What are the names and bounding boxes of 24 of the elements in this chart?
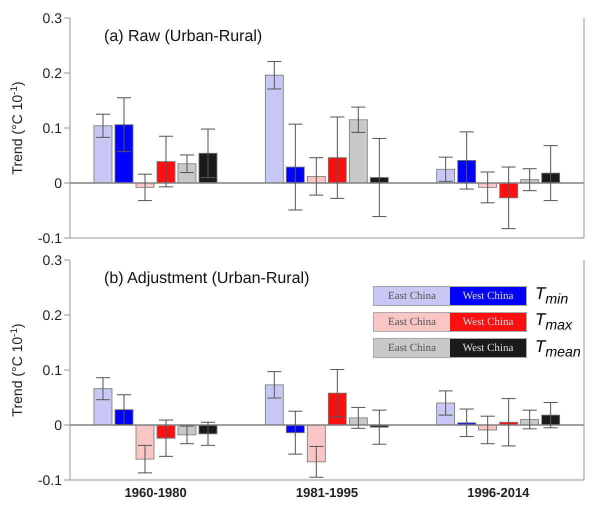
y-tick-label: 0.3 — [42, 252, 62, 268]
y-tick-label: -0.1 — [38, 230, 62, 246]
text: West China — [450, 286, 526, 305]
annotation: T$_{mean}$ — [535, 336, 582, 360]
text: East China — [374, 339, 450, 358]
y-tick-label: 0 — [54, 416, 62, 433]
text: East China — [374, 286, 450, 305]
x-tick-label: 1960-1980 — [124, 485, 187, 500]
x-tick-label: 1981-1995 — [296, 485, 358, 500]
text: (a) Raw (Urban-Rural) — [104, 28, 262, 45]
text: East China — [374, 313, 450, 332]
x-tick-label: 1996-2014 — [467, 485, 530, 500]
annotation: T$_{min}$ — [535, 284, 570, 308]
y-tick-label: 0.2 — [42, 306, 62, 323]
y-tick-label: 0 — [54, 174, 62, 191]
text: (b) Adjustment (Urban-Rural) — [104, 270, 310, 287]
annotation: T$_{max}$ — [535, 310, 574, 334]
y-tick-label: 0.3 — [42, 10, 62, 26]
y-tick-label: 0.1 — [42, 120, 62, 136]
text: West China — [450, 313, 526, 332]
y-tick-label: -0.1 — [38, 472, 62, 488]
y-tick-label: 0.2 — [42, 64, 62, 81]
text: West China — [450, 339, 526, 358]
y-tick-label: 0.1 — [42, 362, 62, 378]
